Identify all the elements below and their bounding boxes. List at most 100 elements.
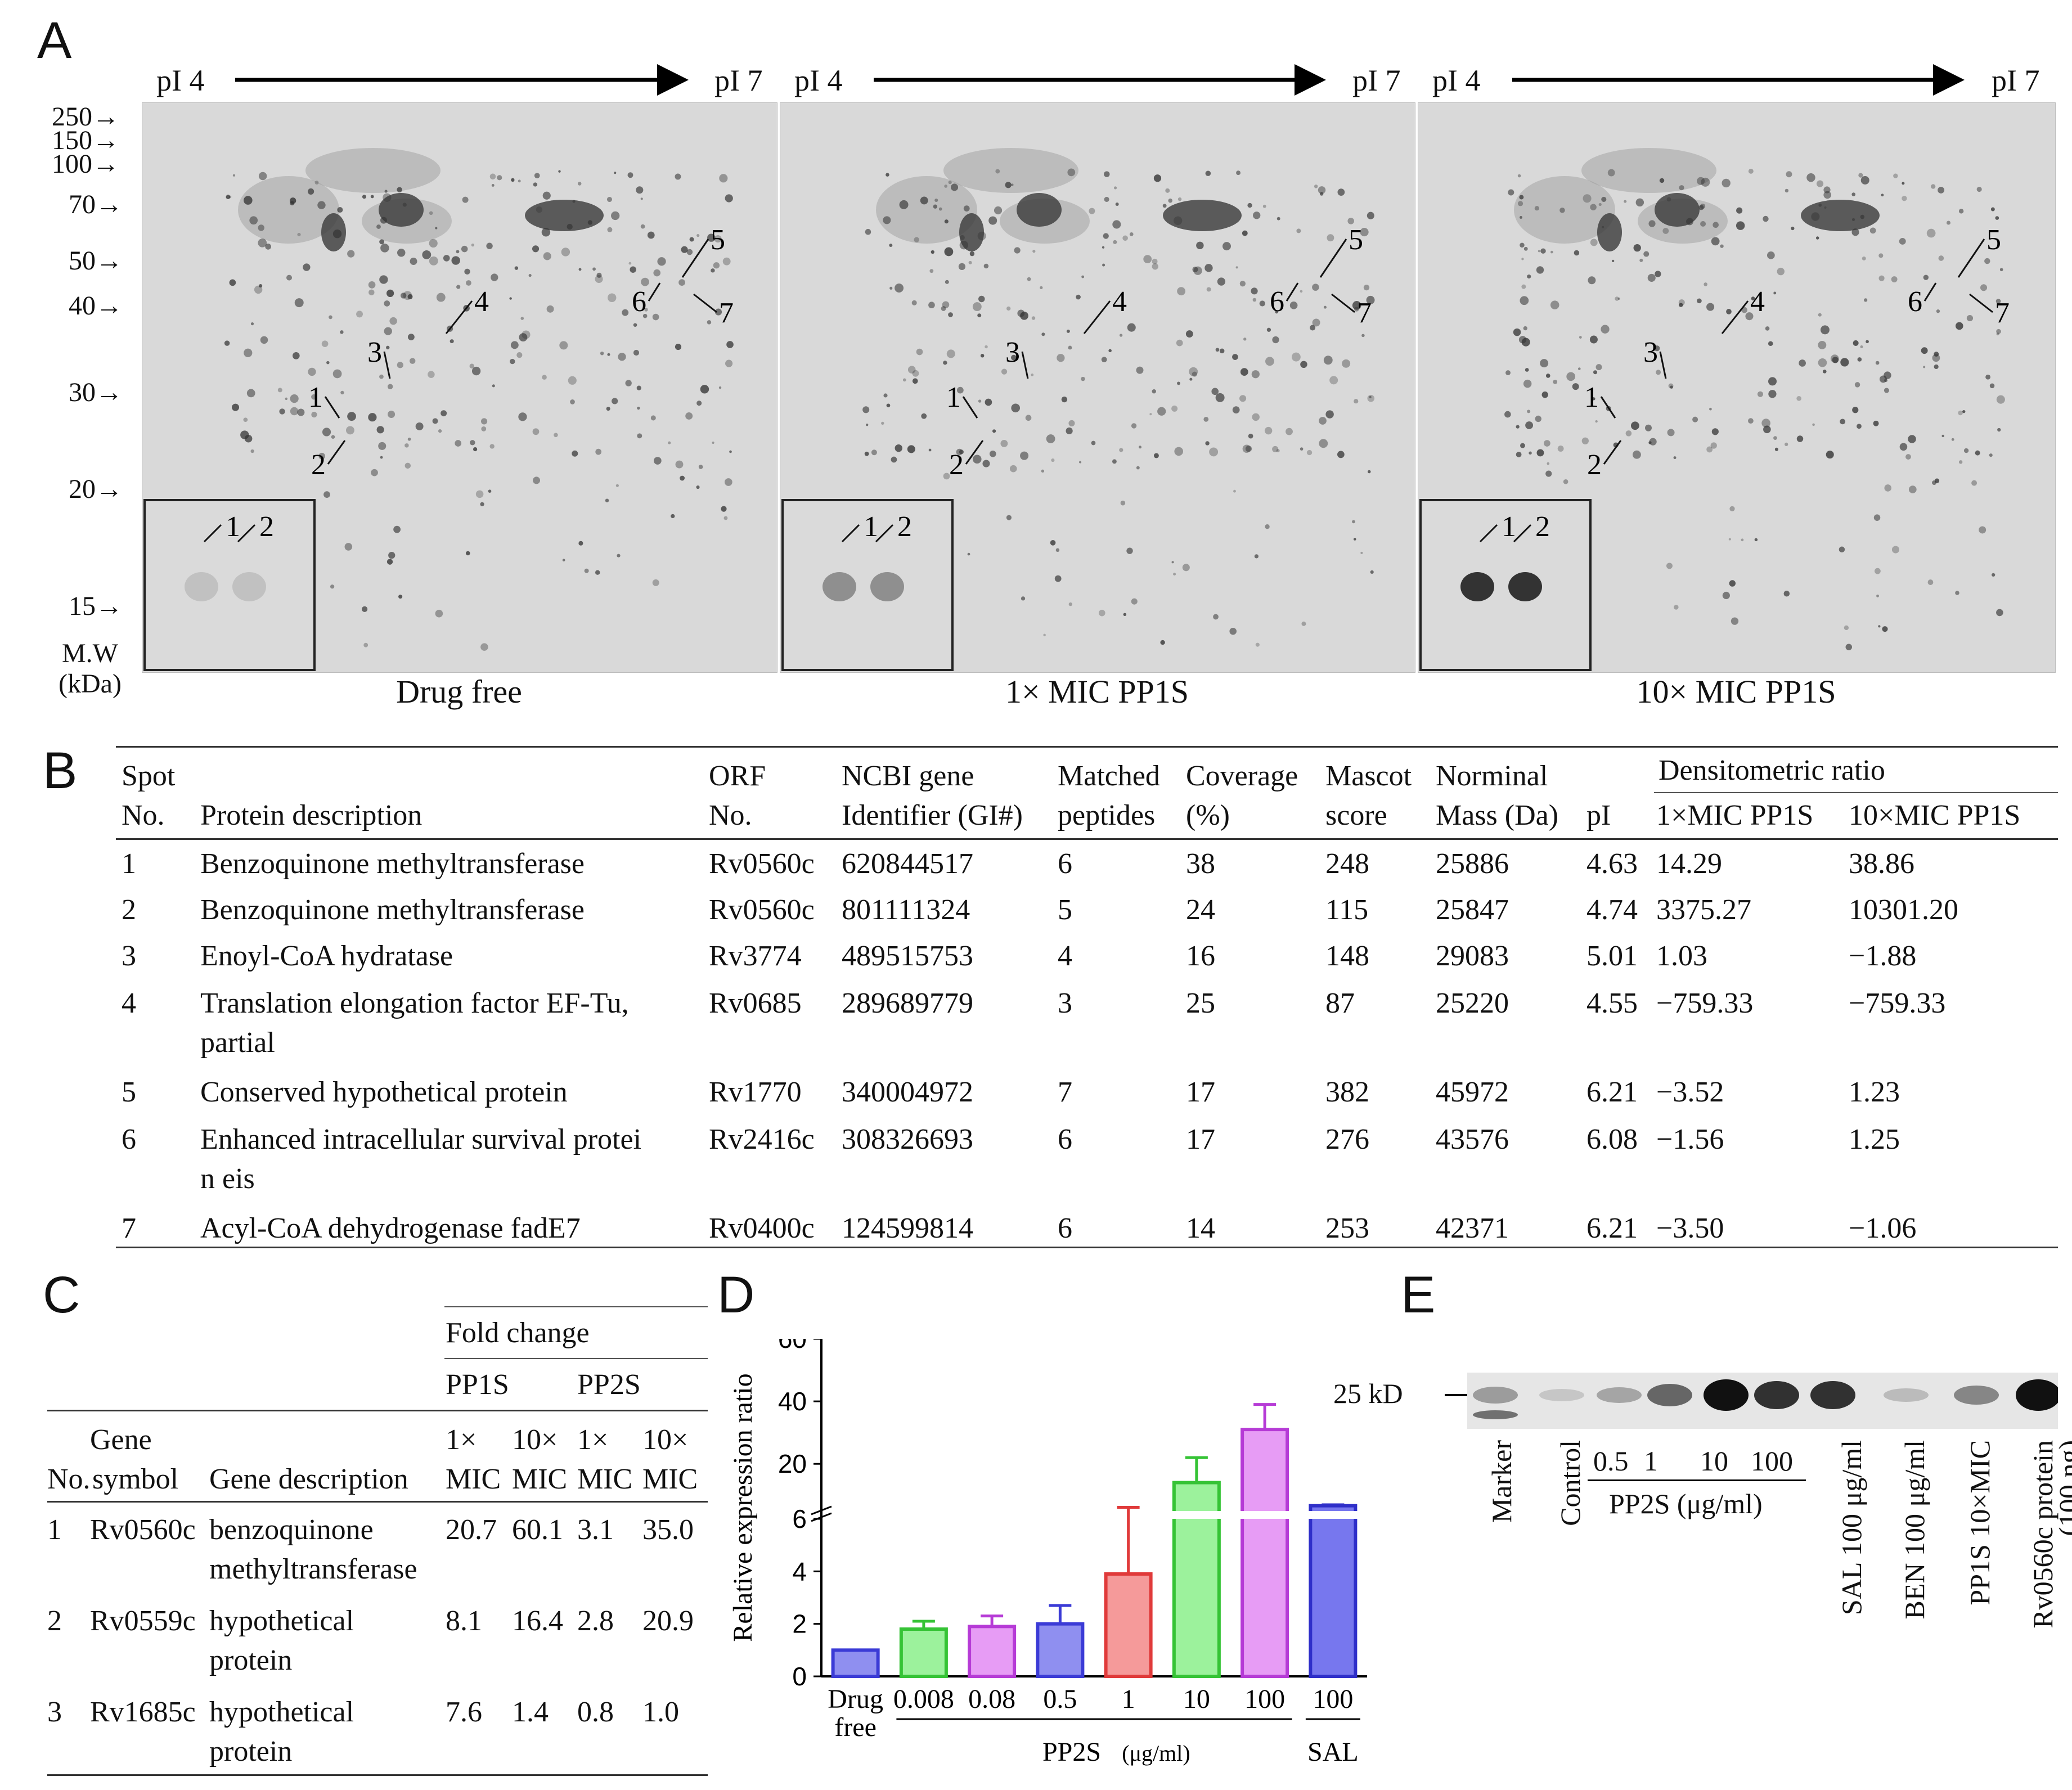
blot-band [1954, 1386, 1999, 1405]
header-gene-description: Gene description [209, 1463, 408, 1495]
pi-end-label: pI 7 [714, 64, 763, 97]
table-c-cell-sym: Rv1685c [90, 1696, 196, 1728]
table-b-cell-gi: 489515753 [842, 940, 973, 972]
header-coverage: Coverage [1186, 760, 1298, 792]
inset-label: 1 [1502, 511, 1516, 543]
panel-letter-e: E [1401, 1266, 1436, 1324]
spot-label: 5 [1349, 224, 1363, 256]
mw-marker: 250→ [52, 102, 119, 132]
header-no: No. [47, 1463, 91, 1495]
bar [1036, 1622, 1085, 1678]
table-c-cell-b: 1.4 [512, 1696, 549, 1728]
table-b-cell-orf: Rv3774 [709, 940, 802, 972]
header-peptides-2: peptides [1058, 799, 1156, 831]
table-b-cell-gi: 801111324 [842, 894, 970, 926]
bar [968, 1625, 1017, 1679]
panel-letter-d: D [717, 1266, 755, 1324]
panel-letter-c: C [43, 1266, 80, 1324]
table-c-cell-desc: benzoquinone [209, 1514, 374, 1546]
table-c-cell-a: 7.6 [446, 1696, 482, 1728]
header-spot-no: No. [122, 799, 165, 831]
pi-start-label: pI 4 [1432, 64, 1481, 97]
mw-marker: 20→ [69, 474, 123, 504]
y-tick-label: 2 [792, 1609, 807, 1639]
header-pp2s: PP2S [577, 1369, 641, 1401]
table-b-cell-orf: Rv1770 [709, 1076, 802, 1108]
table-b-cell-desc2: n eis [200, 1163, 255, 1195]
spot-label: 4 [1750, 286, 1765, 318]
spot-label: 6 [632, 286, 646, 318]
blot-lane-label: 10 [1700, 1445, 1728, 1477]
header-pi: pI [1586, 799, 1611, 831]
x-tick-label: 100 [1313, 1684, 1353, 1714]
blot-lane-label: 1 [1644, 1445, 1658, 1477]
bar [831, 1648, 880, 1678]
table-c-cell-c: 2.8 [577, 1605, 614, 1637]
spot-label: 1 [946, 381, 961, 413]
table-b-cell-r1: −3.52 [1656, 1076, 1724, 1108]
header-orf: ORF [709, 760, 766, 792]
x-tick-label: Drug [828, 1684, 883, 1714]
mw-marker: 70→ [69, 190, 123, 219]
expression-bar-chart: 0 2 4 6 20 40 60 Relative expression ratio Drugf… [728, 1339, 1367, 1767]
table-b-cell-no: 7 [122, 1212, 136, 1244]
header-peptides: Matched [1058, 760, 1160, 792]
table-c-cell-desc2: methyltransferase [209, 1553, 417, 1585]
bar [1309, 1504, 1358, 1678]
table-b-cell-r1: −759.33 [1656, 987, 1754, 1019]
blot-group-label: PP2S (μg/ml) [1609, 1488, 1763, 1519]
table-b-cell-pep: 6 [1058, 848, 1072, 880]
spot-label: 2 [311, 449, 326, 481]
x-tick-label: 100 [1244, 1684, 1285, 1714]
table-c-cell-b: 60.1 [512, 1514, 563, 1546]
blot-band [1704, 1379, 1749, 1411]
spot-label: 1 [308, 381, 323, 413]
table-b-cell-cov: 25 [1186, 987, 1215, 1019]
spot-label: 6 [1908, 286, 1922, 318]
blot-band [1539, 1389, 1584, 1401]
pi-start-label: pI 4 [794, 64, 843, 97]
spot-label: 3 [1643, 336, 1658, 368]
table-b-cell-r1: −3.50 [1656, 1212, 1724, 1244]
marker-band [1473, 1410, 1518, 1419]
table-c-cell-c: 0.8 [577, 1696, 614, 1728]
y-tick-label: 60 [778, 1339, 807, 1353]
blot-lane-label: Control [1554, 1440, 1586, 1526]
mw-marker: 30→ [69, 377, 123, 407]
gel-caption: 1× MIC PP1S [1005, 673, 1189, 710]
table-b-cell-pi: 6.21 [1586, 1076, 1638, 1108]
table-b-cell-orf: Rv0685 [709, 987, 802, 1019]
x-tick-label: free [834, 1712, 877, 1742]
table-b-cell-mass: 45972 [1436, 1076, 1509, 1108]
table-b-cell-cov: 24 [1186, 894, 1215, 926]
table-c-cell-desc2: protein [209, 1735, 293, 1767]
y-tick-label: 20 [778, 1449, 807, 1478]
table-c-cell-no: 2 [47, 1605, 62, 1637]
table-b-cell-mass: 29083 [1436, 940, 1509, 972]
table-b-cell-pep: 6 [1058, 1212, 1072, 1244]
blot-band [1810, 1381, 1855, 1409]
table-c-cell-d: 35.0 [642, 1514, 694, 1546]
header-densitometric: Densitometric ratio [1659, 754, 1885, 786]
x-tick-label: 0.5 [1043, 1684, 1077, 1714]
y-tick-label: 40 [778, 1387, 807, 1416]
table-b-cell-mascot: 87 [1325, 987, 1355, 1019]
blot-band [1647, 1384, 1692, 1406]
table-b-cell-mascot: 382 [1325, 1076, 1369, 1108]
blot-lane-label: 0.5 [1593, 1445, 1629, 1477]
table-b-cell-desc: Enoyl-CoA hydratase [200, 940, 453, 972]
table-b-cell-gi: 620844517 [842, 848, 973, 880]
table-b-cell-pi: 4.63 [1586, 848, 1638, 880]
header-gene: Gene [90, 1424, 152, 1456]
table-b-cell-pep: 5 [1058, 894, 1072, 926]
group-unit: (μg/ml) [1122, 1740, 1190, 1766]
header-mass-2: Mass (Da) [1436, 799, 1559, 831]
table-b-cell-r10: 10301.20 [1849, 894, 1958, 926]
table-c-cell-no: 1 [47, 1514, 62, 1546]
bar [1240, 1428, 1289, 1678]
blot-lane-label: Marker [1486, 1440, 1517, 1523]
inset-label: 1 [226, 511, 240, 543]
inset-zoom [143, 499, 316, 671]
spot-label: 7 [1357, 297, 1372, 329]
header-ratio-10x: 10×MIC PP1S [1849, 799, 2021, 831]
